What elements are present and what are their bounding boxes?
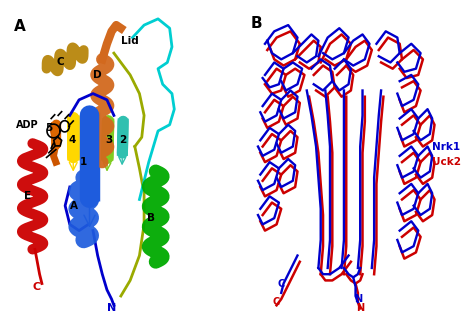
Text: A: A [71, 201, 78, 211]
Text: 2: 2 [119, 135, 127, 145]
Text: C: C [57, 57, 64, 67]
Text: C: C [278, 279, 285, 289]
Text: N: N [107, 303, 116, 313]
Text: 1: 1 [80, 157, 87, 167]
Text: E: E [24, 191, 32, 201]
Text: 3: 3 [106, 135, 113, 145]
Text: 5: 5 [45, 123, 53, 133]
Text: Uck2: Uck2 [432, 157, 461, 167]
Text: 4: 4 [68, 135, 76, 145]
Text: Nrk1: Nrk1 [432, 142, 460, 152]
Text: Lid: Lid [121, 36, 139, 46]
Text: C: C [32, 282, 40, 292]
Text: N: N [354, 294, 362, 304]
Text: B: B [251, 16, 263, 31]
Text: N: N [356, 303, 364, 313]
Text: A: A [14, 19, 26, 34]
Text: B: B [147, 213, 155, 223]
Text: C: C [273, 297, 280, 307]
Text: D: D [93, 70, 102, 80]
Text: ADP: ADP [16, 120, 38, 130]
